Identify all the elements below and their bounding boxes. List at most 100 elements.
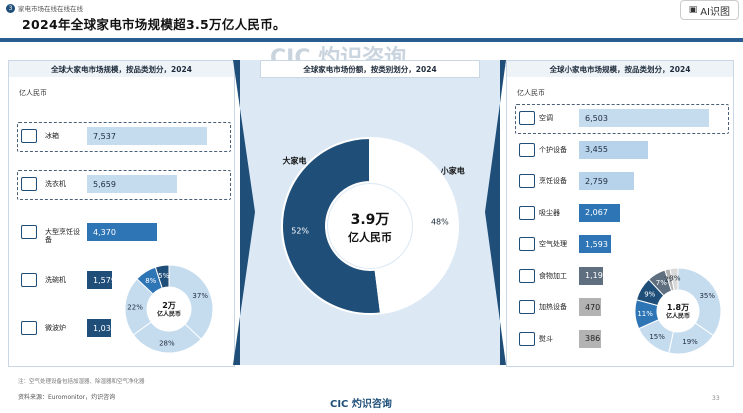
slice-label: 8% bbox=[145, 277, 156, 285]
appliance-icon bbox=[519, 174, 535, 188]
slice-label: 48% bbox=[431, 218, 449, 227]
pie-slice bbox=[154, 264, 170, 289]
slice-label: 22% bbox=[127, 303, 143, 311]
pie-slice bbox=[132, 321, 202, 354]
appliance-icon bbox=[21, 177, 37, 191]
highlight-box bbox=[17, 122, 231, 152]
bar: 5,659 bbox=[87, 175, 178, 193]
appliance-icon bbox=[21, 273, 37, 287]
bar-value-label: 3,455 bbox=[585, 145, 608, 154]
category-label: 冰箱 bbox=[45, 132, 59, 140]
category-label: 空气处理 bbox=[539, 240, 567, 248]
slice-label: 5% bbox=[158, 272, 169, 280]
category-label: 微波炉 bbox=[45, 324, 66, 332]
appliance-icon bbox=[519, 142, 535, 157]
donut-center-value: 2万 bbox=[162, 301, 176, 310]
category-label: 加热设备 bbox=[539, 303, 567, 311]
donut-center-unit: 亿人民币 bbox=[157, 310, 181, 318]
ai-button-label: AI识图 bbox=[700, 6, 730, 18]
ai-recognize-button[interactable]: ▣ AI识图 bbox=[679, 0, 739, 20]
bar: 470 bbox=[579, 298, 601, 316]
pie-slice bbox=[677, 267, 722, 337]
pie-slice bbox=[369, 136, 459, 315]
category-label: 空调 bbox=[539, 114, 553, 122]
pie-slice bbox=[669, 267, 679, 291]
pie-slice bbox=[281, 136, 383, 315]
slice-label: 9% bbox=[644, 290, 655, 298]
source-note: 资料来源：Euromonitor，灼识咨询 bbox=[18, 394, 116, 401]
ai-icon: ▣ bbox=[688, 5, 698, 15]
appliance-icon bbox=[519, 237, 535, 251]
slice-label: 2% bbox=[664, 276, 675, 284]
page-number: 33 bbox=[712, 395, 720, 402]
market-share-title: 全球家电市场份额，按类别划分，2024 bbox=[260, 60, 480, 78]
pie-slice bbox=[168, 264, 214, 340]
appliance-icon bbox=[519, 205, 535, 220]
highlight-box bbox=[17, 170, 231, 200]
category-label: 个护设备 bbox=[539, 145, 567, 154]
bar: 1,593 bbox=[579, 235, 611, 253]
slice-label: 28% bbox=[159, 339, 175, 347]
breadcrumb: 3 家电市场在线在线在线 bbox=[6, 3, 83, 13]
category-label: 小家电 bbox=[440, 165, 465, 175]
bar-value-label: 470 bbox=[585, 302, 601, 312]
bar-value-label: 2,759 bbox=[585, 176, 608, 186]
appliance-icon bbox=[21, 225, 37, 239]
donut-hole bbox=[658, 291, 698, 331]
title-ribbon bbox=[0, 38, 743, 42]
bar-value-label: 6,503 bbox=[585, 113, 608, 123]
donut-hole bbox=[148, 288, 190, 330]
slice-label: 15% bbox=[649, 333, 665, 341]
donut-center-value: 1.8万 bbox=[667, 303, 689, 312]
slice-label: 7% bbox=[656, 279, 667, 287]
donut-center-unit: 亿人民币 bbox=[666, 312, 690, 320]
slice-label: 52% bbox=[291, 226, 309, 235]
bar: 6,503 bbox=[579, 109, 709, 127]
appliance-icon bbox=[519, 331, 535, 346]
bar-value-label: 2,067 bbox=[585, 208, 608, 217]
category-label: 大家电 bbox=[282, 156, 306, 166]
bar-value-label: 7,537 bbox=[93, 131, 116, 141]
bar-value-label: 1,593 bbox=[585, 239, 608, 249]
bar: 3,455 bbox=[579, 140, 649, 159]
appliance-icon bbox=[21, 321, 37, 335]
slice-label: 35% bbox=[699, 292, 715, 300]
small-appliance-title: 全球小家电市场规模，按品类划分，2024 bbox=[507, 61, 733, 77]
small-appliance-panel: 全球小家电市场规模，按品类划分，2024 亿人民币 空调 6,503 个护设备 3,4… bbox=[506, 60, 734, 367]
bar: 4,370 bbox=[87, 223, 157, 241]
large-appliance-title: 全球大家电市场规模，按品类划分，2024 bbox=[9, 61, 234, 77]
bar: 1,032 bbox=[87, 319, 116, 337]
bar-value-label: 1,190 bbox=[585, 271, 608, 280]
bar: 7,537 bbox=[87, 127, 207, 145]
appliance-icon bbox=[519, 268, 535, 283]
page-title: 2024年全球家电市场规模超3.5万亿人民币。 bbox=[22, 17, 286, 32]
donut-center-value: 3.9万 bbox=[351, 212, 390, 228]
bar: 1,579 bbox=[87, 271, 116, 289]
appliance-icon bbox=[21, 129, 37, 143]
bar-value-label: 386 bbox=[585, 334, 601, 343]
bar-value-label: 5,659 bbox=[93, 179, 116, 189]
donut-center-unit: 亿人民币 bbox=[348, 230, 392, 244]
bar: 386 bbox=[579, 329, 601, 348]
large-appliance-panel: 全球大家电市场规模，按品类划分，2024 亿人民币 冰箱 7,537 洗衣机 5,65… bbox=[8, 60, 235, 367]
donut-hole bbox=[328, 184, 412, 268]
slice-label: 19% bbox=[682, 338, 698, 346]
slice-label: 11% bbox=[637, 310, 653, 318]
category-label: 大型烹饪设备 bbox=[45, 228, 80, 244]
appliance-icon bbox=[519, 111, 535, 125]
bar-value-label: 4,370 bbox=[93, 227, 116, 237]
category-label: 熨斗 bbox=[539, 334, 553, 343]
right-unit-label: 亿人民币 bbox=[517, 89, 545, 97]
bar-value-label: 1,579 bbox=[93, 275, 116, 285]
appliance-icon bbox=[519, 300, 535, 314]
section-number: 3 bbox=[6, 3, 15, 13]
slice-label: 3% bbox=[669, 275, 680, 283]
category-label: 洗碗机 bbox=[45, 276, 66, 284]
bar: 2,067 bbox=[579, 203, 621, 222]
category-label: 烹饪设备 bbox=[539, 177, 567, 185]
slice-label: 37% bbox=[192, 292, 208, 300]
bar: 1,190 bbox=[579, 266, 608, 285]
